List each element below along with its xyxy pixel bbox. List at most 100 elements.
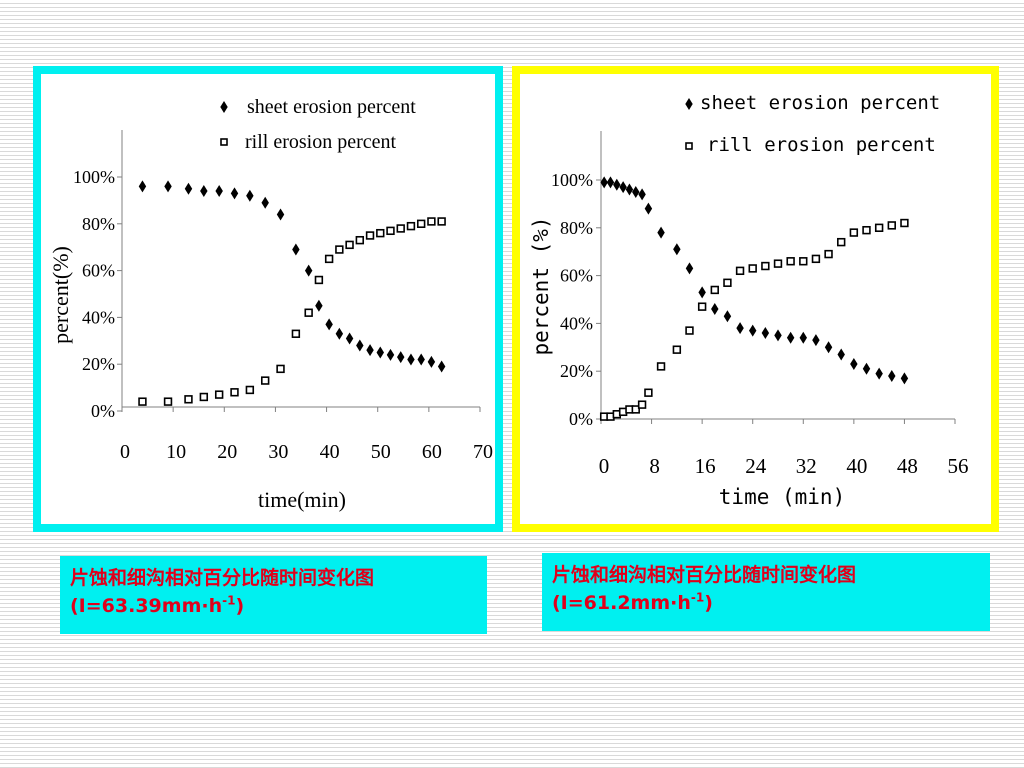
data-point-sheet (736, 322, 744, 335)
y-tick-label: 40% (560, 313, 593, 333)
data-point-sheet (138, 180, 147, 193)
data-point-rill (406, 221, 416, 231)
x-tick-label: 8 (649, 454, 660, 478)
legend-label-sheet: sheet erosion percent (700, 92, 940, 114)
data-point-sheet (619, 181, 627, 194)
data-point-sheet (625, 183, 634, 196)
data-point-sheet (246, 189, 254, 202)
data-point-rill (799, 257, 808, 266)
data-point-rill (365, 231, 375, 240)
legend-label-sheet: sheet erosion percent (247, 96, 416, 118)
y-tick-label: 20% (82, 354, 115, 374)
y-tick-label: 60% (82, 261, 115, 281)
data-point-sheet (437, 360, 446, 373)
data-point-rill (786, 257, 795, 266)
y-tick-label: 80% (560, 218, 593, 238)
legend-square-icon (220, 138, 228, 146)
x-tick-label: 48 (897, 454, 918, 478)
y-tick-label: 100% (551, 170, 593, 190)
data-point-rill (260, 376, 270, 385)
data-point-sheet (230, 187, 239, 200)
y-tick-label: 40% (82, 307, 115, 327)
data-point-rill (386, 226, 395, 236)
data-point-sheet (606, 176, 615, 189)
data-point-rill (887, 221, 896, 230)
legend-diamond-icon (220, 101, 228, 113)
data-point-sheet (632, 185, 640, 198)
data-point-rill (138, 397, 147, 406)
data-point-rill (637, 400, 647, 409)
data-point-sheet (673, 243, 681, 256)
x-tick-label: 40 (320, 441, 340, 463)
data-point-sheet (638, 188, 646, 201)
data-point-sheet (304, 264, 313, 277)
data-point-sheet (407, 353, 415, 366)
data-point-sheet (862, 362, 871, 375)
data-point-rill (335, 245, 344, 254)
x-tick-label: 24 (745, 454, 767, 478)
data-point-sheet (397, 351, 405, 364)
data-point-sheet (366, 344, 374, 357)
data-point-sheet (799, 331, 808, 344)
data-point-rill (291, 329, 301, 338)
legend-square-icon (685, 142, 693, 150)
y-tick-label: 0% (91, 401, 115, 421)
data-point-rill (427, 217, 436, 226)
data-point-rill (685, 326, 694, 335)
caption-tail: ) (235, 595, 245, 617)
y-tick-label: 20% (560, 361, 593, 381)
data-point-sheet (325, 318, 333, 331)
legend-label-rill: rill erosion percent (707, 134, 936, 156)
data-point-sheet (356, 339, 364, 352)
data-point-sheet (875, 367, 883, 380)
data-point-rill (355, 235, 365, 245)
data-point-sheet (723, 310, 732, 323)
data-point-rill (761, 261, 770, 271)
data-point-sheet (698, 286, 706, 299)
data-point-sheet (644, 202, 653, 215)
data-point-rill (748, 264, 757, 273)
x-tick-label: 0 (120, 441, 130, 463)
data-point-rill (396, 224, 405, 233)
data-point-sheet (335, 327, 344, 340)
data-point-rill (710, 285, 719, 295)
data-point-sheet (345, 332, 354, 345)
right-chart-frame (512, 66, 999, 532)
data-point-rill (376, 228, 385, 238)
data-point-sheet (261, 196, 269, 209)
x-tick-label: 30 (268, 441, 288, 463)
data-point-rill (416, 219, 426, 228)
data-point-rill (862, 225, 871, 235)
data-point-sheet (376, 346, 384, 359)
x-axis-title: time (min) (719, 485, 845, 509)
data-point-sheet (824, 341, 833, 354)
data-point-sheet (184, 182, 193, 195)
data-point-rill (656, 362, 666, 371)
data-point-sheet (711, 303, 719, 316)
data-point-rill (735, 266, 745, 276)
x-tick-label: 40 (846, 454, 867, 478)
data-point-rill (245, 385, 255, 395)
data-point-sheet (786, 331, 795, 344)
data-point-rill (900, 218, 909, 228)
data-point-rill (437, 217, 446, 226)
y-tick-label: 0% (569, 409, 593, 429)
data-point-rill (276, 364, 285, 374)
data-point-sheet (657, 226, 665, 239)
caption-superscript: -1 (222, 593, 236, 608)
legend-label-rill: rill erosion percent (245, 131, 396, 153)
x-tick-label: 70 (473, 441, 493, 463)
data-point-rill (304, 308, 313, 317)
data-point-rill (672, 345, 682, 354)
data-point-sheet (748, 324, 757, 337)
y-axis-title: percent(%) (48, 246, 73, 344)
data-point-sheet (427, 355, 436, 368)
y-axis-title: percent (%) (529, 216, 553, 355)
caption-text: 片蚀和细沟相对百分比随时间变化图(I=63.39mm·h (70, 567, 375, 617)
data-point-rill (199, 392, 209, 402)
data-point-rill (773, 259, 783, 268)
x-tick-label: 56 (948, 454, 969, 478)
x-tick-label: 10 (166, 441, 186, 463)
